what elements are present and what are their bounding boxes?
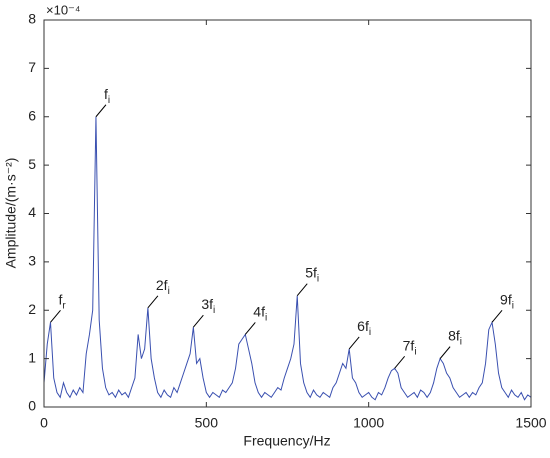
annotation-subscript: i xyxy=(213,305,215,316)
annotation-text: 5f xyxy=(305,264,317,280)
annotation-leader xyxy=(439,346,451,359)
annotation-label: 9fi xyxy=(500,291,514,311)
annotation-text: 9f xyxy=(500,291,512,307)
y-axis-label: Amplitude/(m·s⁻²) xyxy=(3,158,19,269)
annotation-leader xyxy=(192,314,204,328)
annotation-leader xyxy=(244,322,256,335)
annotation-text: f xyxy=(104,85,108,101)
y-tick-label: 8 xyxy=(28,11,36,27)
y-tick-label: 2 xyxy=(28,301,36,317)
annotation-leader xyxy=(394,355,406,369)
x-tick-label: 1500 xyxy=(515,415,546,431)
annotation-leader xyxy=(491,310,503,323)
annotation-text: 3f xyxy=(201,296,213,312)
annotation-subscript: i xyxy=(108,95,110,106)
annotation-label: 2fi xyxy=(156,277,170,297)
x-tick-label: 0 xyxy=(40,415,48,431)
y-tick-label: 5 xyxy=(28,156,36,172)
x-tick-label: 500 xyxy=(195,415,219,431)
annotation-label: 8fi xyxy=(448,327,462,347)
x-axis-label: Frequency/Hz xyxy=(243,433,330,449)
y-tick-label: 0 xyxy=(28,398,36,414)
annotation-leader xyxy=(95,104,107,118)
annotation-subscript: i xyxy=(414,346,416,357)
y-tick-label: 1 xyxy=(28,349,36,365)
annotation-subscript: i xyxy=(265,313,267,324)
y-scale-label: ×10⁻⁴ xyxy=(46,2,81,17)
annotation-subscript: i xyxy=(369,327,371,338)
annotation-text: 4f xyxy=(253,303,265,319)
annotation-leader xyxy=(147,295,159,309)
annotation-leader xyxy=(296,283,308,297)
y-tick-label: 4 xyxy=(28,204,36,220)
annotation-label: 3fi xyxy=(201,296,215,316)
annotation-label: 4fi xyxy=(253,303,267,323)
plot-frame xyxy=(43,19,532,408)
annotation-label: fi xyxy=(104,85,110,105)
annotation-subscript: i xyxy=(317,274,319,285)
x-tick-label: 1000 xyxy=(353,415,384,431)
spectrum-line xyxy=(43,116,532,401)
annotation-label: 6fi xyxy=(357,318,371,338)
annotation-text: 7f xyxy=(403,337,415,353)
annotation-leader xyxy=(348,336,360,350)
annotation-text: f xyxy=(58,291,62,307)
annotation-subscript: i xyxy=(512,300,514,311)
annotation-text: 8f xyxy=(448,327,460,343)
y-tick-label: 6 xyxy=(28,107,36,123)
annotation-label: 7fi xyxy=(403,337,417,357)
annotation-leader xyxy=(50,310,61,323)
y-tick-label: 7 xyxy=(28,59,36,75)
annotation-text: 2f xyxy=(156,277,168,293)
y-tick-label: 3 xyxy=(28,253,36,269)
annotation-subscript: r xyxy=(62,300,66,311)
annotation-label: fr xyxy=(58,291,66,311)
annotation-label: 5fi xyxy=(305,264,319,284)
annotation-subscript: i xyxy=(460,337,462,348)
annotation-text: 6f xyxy=(357,318,369,334)
annotation-subscript: i xyxy=(168,286,170,297)
